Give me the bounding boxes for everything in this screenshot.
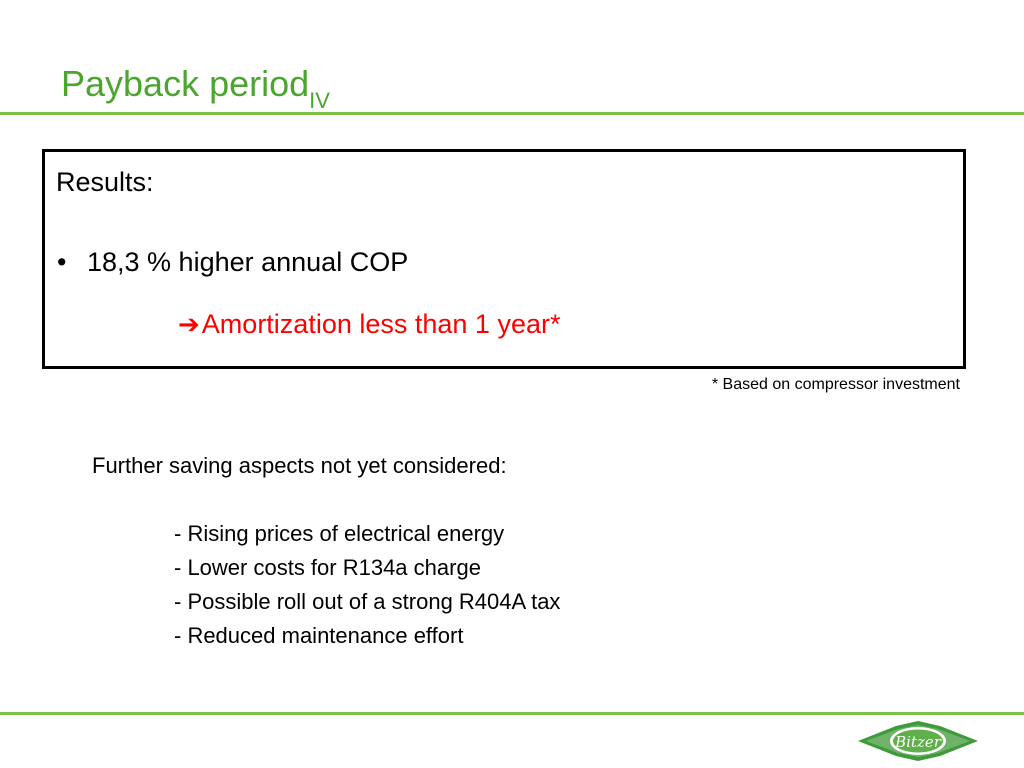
results-conclusion-text: Amortization less than 1 year*	[201, 309, 561, 339]
logo-text: Bitzer	[894, 733, 942, 751]
top-divider	[0, 112, 1024, 115]
list-item: - Reduced maintenance effort	[174, 623, 464, 648]
results-bullet-text: 18,3 % higher annual COP	[87, 247, 409, 277]
results-bullet: • 18,3 % higher annual COP	[57, 246, 408, 278]
slide-title: Payback periodIV	[61, 62, 330, 113]
slide-title-text: Payback period	[61, 63, 310, 104]
bitzer-logo: Bitzer	[858, 721, 978, 761]
list-item: - Lower costs for R134a charge	[174, 555, 481, 580]
results-box: Results: • 18,3 % higher annual COP ➔Amor…	[42, 149, 966, 369]
list-item: - Possible roll out of a strong R404A ta…	[174, 589, 561, 614]
further-aspects-list: - Rising prices of electrical energy - L…	[174, 517, 560, 653]
arrow-right-icon: ➔	[178, 309, 200, 339]
further-aspects-heading: Further saving aspects not yet considere…	[92, 453, 507, 478]
bullet-dot: •	[57, 247, 67, 277]
slide-title-subscript: IV	[309, 88, 330, 113]
results-conclusion: ➔Amortization less than 1 year*	[178, 308, 560, 340]
list-item: - Rising prices of electrical energy	[174, 521, 505, 546]
results-heading: Results:	[56, 167, 154, 197]
bottom-divider	[0, 712, 1024, 715]
footnote: * Based on compressor investment	[711, 376, 960, 393]
